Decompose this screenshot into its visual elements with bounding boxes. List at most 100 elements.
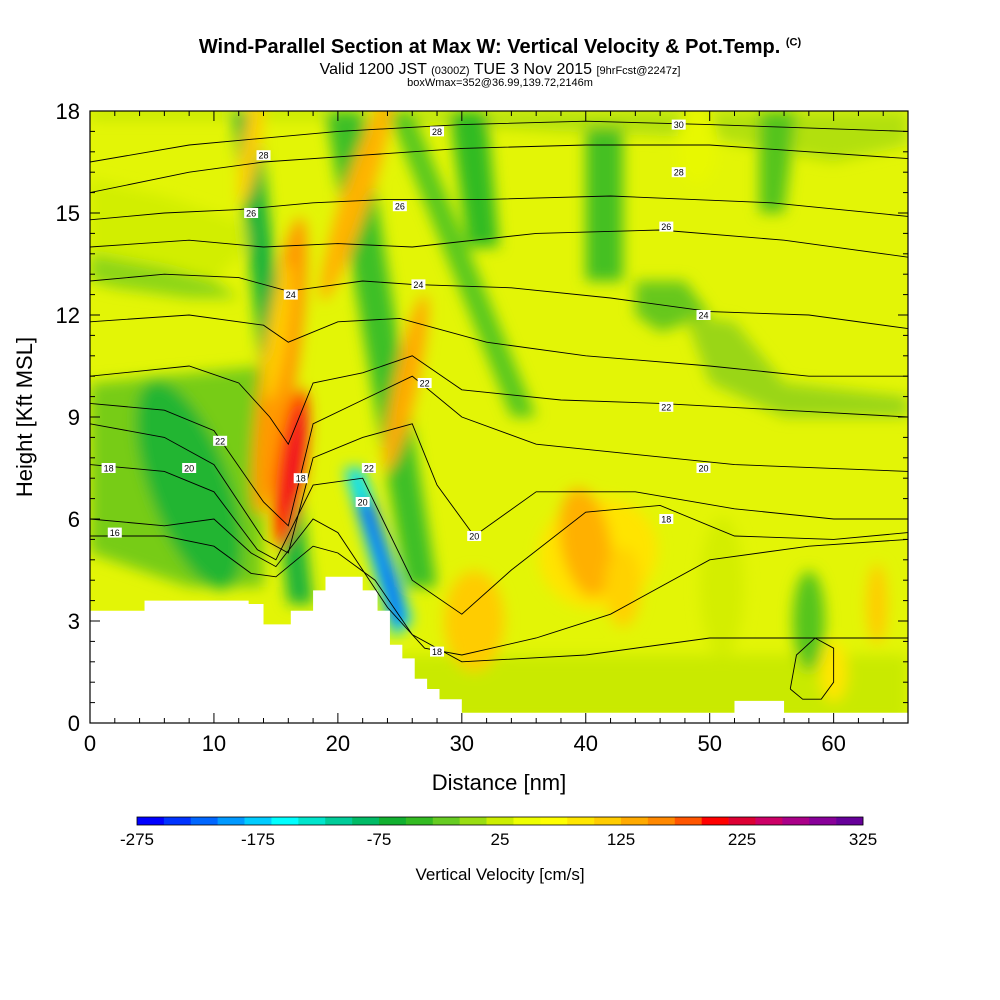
theta-label-bg: [107, 527, 122, 538]
downdraft-deep: [381, 570, 405, 628]
blob-yellow-low: [444, 571, 505, 671]
theta-label-bg: [213, 435, 228, 446]
theta-label-bg: [467, 531, 482, 541]
theta-label-text: 20: [698, 464, 708, 474]
theta-label-text: 24: [698, 311, 708, 321]
theta-label-text: 22: [661, 402, 671, 412]
colorbar-tick-label: 125: [607, 830, 635, 849]
blob-orange-corner: [867, 564, 888, 644]
theta-label-text: 30: [674, 120, 684, 130]
theta-label-bg: [417, 378, 432, 388]
theta-label-text: 26: [661, 222, 671, 232]
band-left-upper: [90, 179, 264, 281]
x-tick-label: 0: [84, 731, 96, 756]
colorbar-swatch: [352, 817, 380, 825]
band-left-green: [90, 253, 239, 298]
blob-green-low: [135, 380, 243, 590]
theta-label: 28: [430, 126, 445, 137]
chart-title-text: Wind-Parallel Section at Max W: Vertical…: [198, 36, 781, 58]
updraft-yellow-b: [238, 111, 264, 205]
valid-prefix: Valid 1200 JST: [319, 61, 427, 78]
colorbar-swatch: [459, 817, 487, 825]
theta-label: 22: [417, 378, 432, 389]
theta-label-text: 20: [469, 532, 479, 542]
theta-label-text: 18: [296, 474, 306, 484]
colorbar-swatch: [298, 817, 326, 825]
streak-green-d: [449, 111, 499, 247]
blob-lime-top: [677, 111, 718, 185]
theta-label-bg: [696, 310, 711, 320]
theta-label-text: 28: [674, 168, 684, 178]
theta-label: 22: [659, 401, 674, 412]
theta-label: 20: [182, 463, 197, 474]
colorbar-swatch: [137, 817, 165, 825]
y-tick-label: 18: [56, 99, 80, 124]
blob-yellow-low-b: [604, 547, 641, 627]
theta-label-bg: [182, 463, 197, 473]
colorbar: -275 -175 -75 25 125 225 325 Vertical Velocity …: [120, 816, 877, 884]
theta-contour-line: [90, 464, 908, 615]
theta-label-text: 22: [215, 436, 225, 446]
theta-contour-line: [90, 195, 908, 221]
theta-label-text: 18: [661, 515, 671, 525]
theta-contour-line: [90, 229, 908, 258]
updraft-red-center: [282, 406, 304, 516]
colorbar-swatch: [755, 817, 783, 825]
theta-label-bg: [671, 167, 686, 178]
colorbar-swatch: [647, 817, 676, 825]
streak-green-f: [759, 111, 797, 213]
colorbar-swatch: [540, 817, 568, 825]
theta-label-bg: [430, 126, 445, 137]
theta-label-bg: [355, 497, 370, 507]
theta-label-bg: [361, 463, 376, 473]
theta-label: 26: [244, 208, 259, 219]
blob-lime-low: [700, 517, 745, 657]
colorbar-tick-label: 225: [728, 830, 756, 849]
theta-label-bg: [696, 463, 711, 473]
forecast-info: [9hrFcst@2247z]: [596, 65, 681, 77]
theta-label-bg: [411, 279, 426, 290]
x-tick-label: 50: [697, 731, 721, 756]
chart-title-units: (C): [785, 36, 802, 49]
colorbar-swatch: [244, 817, 272, 825]
colorbar-tick-label: -75: [367, 830, 392, 849]
theta-label: 20: [467, 531, 482, 542]
colorbar-swatch: [432, 817, 460, 825]
theta-label-text: 16: [110, 528, 120, 538]
colorbar-swatch: [782, 817, 810, 825]
theta-label: 28: [671, 167, 686, 178]
theta-label-text: 18: [104, 464, 114, 474]
theta-label-bg: [430, 646, 445, 657]
theta-label: 18: [659, 514, 674, 525]
theta-label-bg: [244, 208, 259, 218]
x-tick-label: 60: [821, 731, 845, 756]
x-axis-label: Distance [nm]: [432, 770, 567, 795]
theta-contour-line: [90, 518, 908, 656]
chart-subtitle-valid: Valid 1200 JST (0300Z) TUE 3 Nov 2015 [9…: [0, 61, 1000, 79]
colorbar-swatch: [594, 817, 622, 825]
y-tick-label: 3: [68, 609, 80, 634]
velocity-field: [90, 111, 908, 723]
theta-label-text: 26: [395, 202, 405, 212]
theta-label-text: 18: [432, 647, 442, 657]
colorbar-tick-label: 325: [849, 830, 877, 849]
colorbar-swatch: [190, 817, 218, 825]
theta-label: 16: [107, 527, 122, 538]
y-tick-label: 12: [56, 303, 80, 328]
theta-label: 18: [293, 473, 308, 484]
colorbar-swatch: [674, 817, 702, 825]
theta-label-text: 20: [184, 464, 194, 474]
theta-label-bg: [293, 473, 308, 484]
colorbar-swatch: [728, 817, 756, 825]
x-tick-label: 40: [574, 731, 598, 756]
colorbar-swatch: [163, 817, 192, 825]
theta-label-text: 22: [364, 464, 374, 474]
theta-label-text: 28: [432, 127, 442, 137]
theta-contour-line: [789, 637, 835, 700]
theta-label: 24: [283, 289, 298, 300]
theta-contour-line: [90, 535, 908, 663]
theta-label-bg: [659, 401, 674, 412]
colorbar-frame: [136, 816, 864, 826]
theta-label: 28: [256, 150, 271, 161]
